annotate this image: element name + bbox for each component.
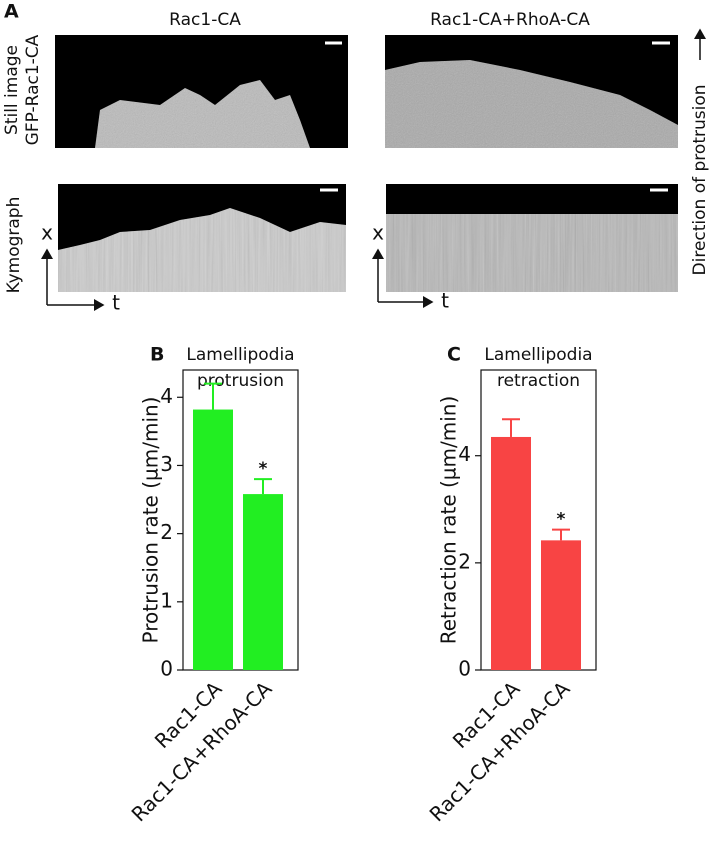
y-tick-label: 2 (160, 520, 173, 544)
row-label: Kymograph (4, 197, 24, 294)
significance-marker: * (259, 459, 268, 479)
axis-label: t (441, 289, 449, 313)
still-image (55, 35, 348, 148)
y-tick-label: 0 (458, 657, 471, 681)
y-tick-label: 4 (458, 442, 471, 466)
frame (480, 369, 597, 671)
bar (541, 540, 581, 670)
axis-label: x (372, 221, 384, 245)
y-axis-label: Retraction rate (µm/min) (437, 396, 461, 645)
chart-title: Lamellipodia (484, 345, 592, 365)
still-image (385, 35, 678, 148)
chart-title: Lamellipodia (186, 345, 294, 365)
significance-marker: * (557, 510, 566, 530)
chart-title: retraction (497, 371, 580, 391)
chart-title: protrusion (197, 371, 284, 391)
axis-arrows (41, 28, 706, 311)
row-label: Still image (2, 45, 22, 135)
panel-label: A (4, 1, 19, 23)
panel-label: B (150, 344, 164, 366)
direction-label: Direction of protrusion (690, 85, 710, 276)
bar (243, 494, 283, 670)
y-tick-label: 4 (160, 384, 173, 408)
column-title: Rac1-CA+RhoA-CA (430, 10, 590, 30)
panel-label: C (447, 344, 461, 366)
bar (491, 436, 531, 670)
y-tick-label: 3 (160, 452, 173, 476)
kymograph-image (386, 184, 678, 292)
y-tick-label: 2 (458, 549, 471, 573)
axis-label: x (41, 221, 53, 245)
frame (182, 369, 299, 671)
axis-label: t (112, 291, 120, 315)
bar (193, 409, 233, 670)
kymograph-image (58, 184, 346, 292)
column-title: Rac1-CA (169, 10, 241, 30)
y-tick-label: 0 (160, 657, 173, 681)
y-axis-label: Protrusion rate (µm/min) (139, 397, 163, 644)
row-label: GFP-Rac1-CA (23, 34, 43, 145)
y-tick-label: 1 (160, 588, 173, 612)
